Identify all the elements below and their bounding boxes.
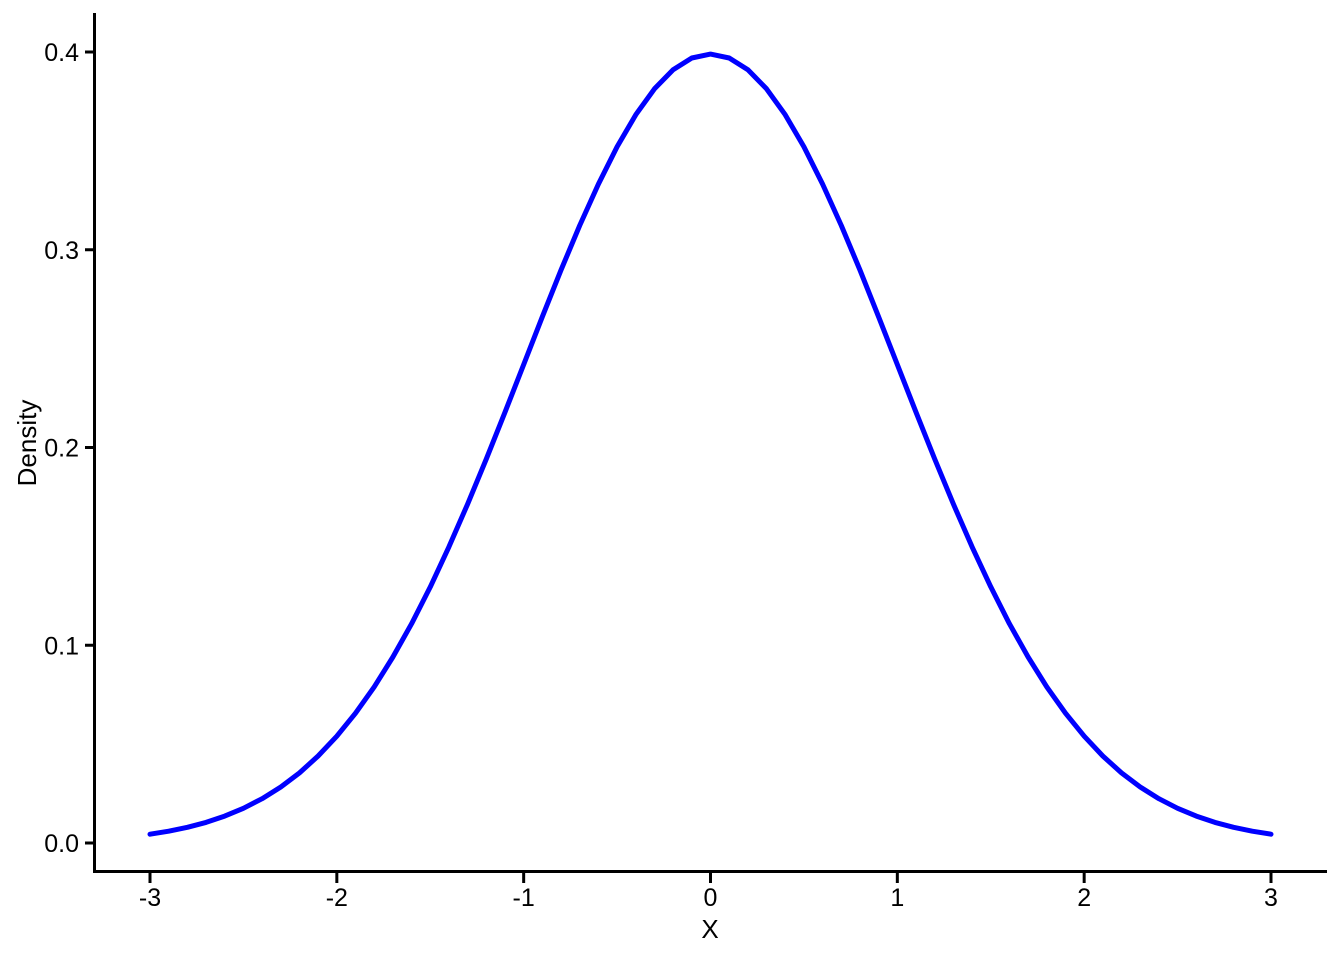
density-curve: [147, 51, 1274, 837]
y-tick-label: 0.3: [44, 237, 79, 265]
x-tick-label: -2: [326, 884, 348, 912]
y-axis-ticks: 0.0 0.1 0.2 0.3 0.4: [44, 39, 96, 858]
x-axis-ticks: -3 -2 -1 0 1 2 3: [139, 871, 1278, 912]
y-axis-title: Density: [12, 400, 42, 487]
x-tick-label: 3: [1264, 884, 1278, 912]
x-tick-label: 1: [890, 884, 904, 912]
x-tick-label: 0: [704, 884, 718, 912]
x-tick-label: -3: [139, 884, 161, 912]
y-tick-label: 0.1: [44, 632, 79, 660]
y-tick-label: 0.2: [44, 435, 79, 463]
x-tick-label: 2: [1077, 884, 1091, 912]
y-tick-label: 0.0: [44, 830, 79, 858]
x-tick-label: -1: [513, 884, 535, 912]
x-axis-title: X: [701, 914, 718, 944]
y-tick-label: 0.4: [44, 39, 79, 67]
